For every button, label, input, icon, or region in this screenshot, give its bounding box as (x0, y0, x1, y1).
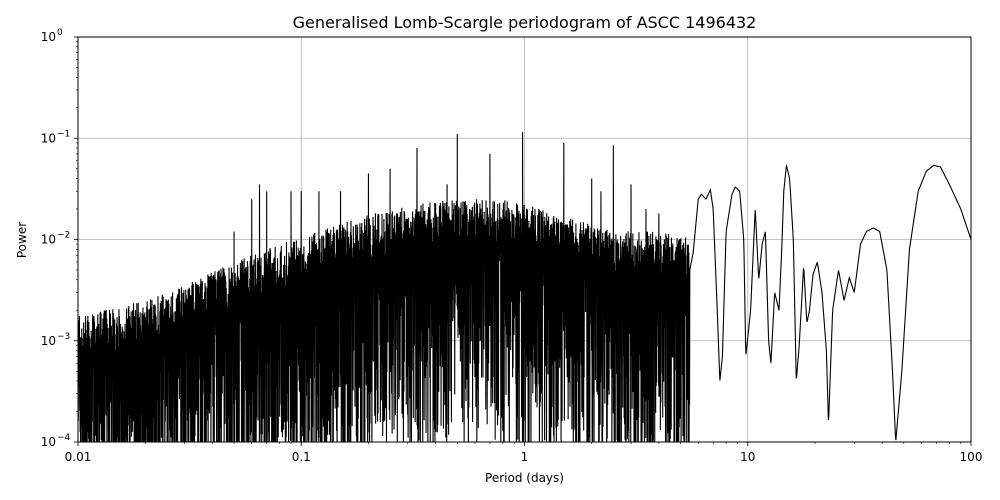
periodogram-series-line (78, 132, 971, 442)
x-tick-label: 100 (960, 450, 983, 464)
y-tick-exponent: −2 (57, 231, 70, 241)
y-tick-exponent: −1 (57, 129, 70, 139)
x-tick-label: 10 (740, 450, 755, 464)
y-tick-exponent: 0 (57, 28, 63, 38)
y-tick-exponent: −4 (57, 433, 71, 443)
y-tick-label: 10 (41, 131, 56, 145)
chart-title: Generalised Lomb-Scargle periodogram of … (293, 13, 757, 32)
y-tick-label: 10 (41, 334, 56, 348)
y-axis-label: Power (15, 222, 29, 258)
y-tick-exponent: −3 (57, 332, 70, 342)
x-axis-label: Period (days) (485, 471, 564, 485)
y-tick-label: 10 (41, 435, 56, 449)
x-tick-label: 0.1 (292, 450, 311, 464)
y-tick-label: 10 (41, 30, 56, 44)
x-tick-label: 1 (521, 450, 529, 464)
y-tick-label: 10 (41, 233, 56, 247)
x-tick-label: 0.01 (65, 450, 92, 464)
